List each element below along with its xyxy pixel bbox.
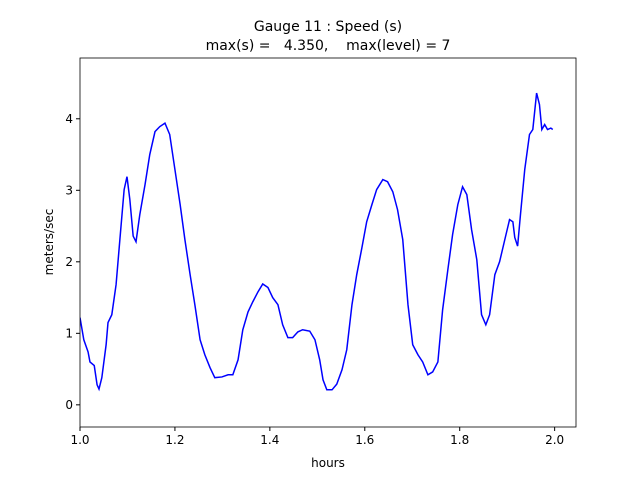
y-tick-label: 1: [65, 326, 73, 340]
x-tick-label: 1.8: [450, 433, 469, 447]
plot-frame: [79, 57, 577, 428]
line: [80, 92, 554, 392]
chart-subtitle: max(s) = 4.350, max(level) = 7: [206, 38, 451, 54]
y-tick-label: 2: [65, 255, 73, 269]
x-tick-label: 1.2: [165, 433, 184, 447]
y-axis-label: meters/sec: [42, 209, 56, 276]
x-axis-label: hours: [311, 456, 345, 470]
chart-title: Gauge 11 : Speed (s): [254, 19, 402, 35]
x-tick-label: 2.0: [545, 433, 564, 447]
x-tick-label: 1.0: [70, 433, 89, 447]
y-tick-label: 3: [65, 183, 73, 197]
y-tick-label: 0: [65, 398, 73, 412]
y-tick-label: 4: [65, 112, 73, 126]
x-tick-label: 1.6: [355, 433, 374, 447]
x-tick-label: 1.4: [260, 433, 279, 447]
